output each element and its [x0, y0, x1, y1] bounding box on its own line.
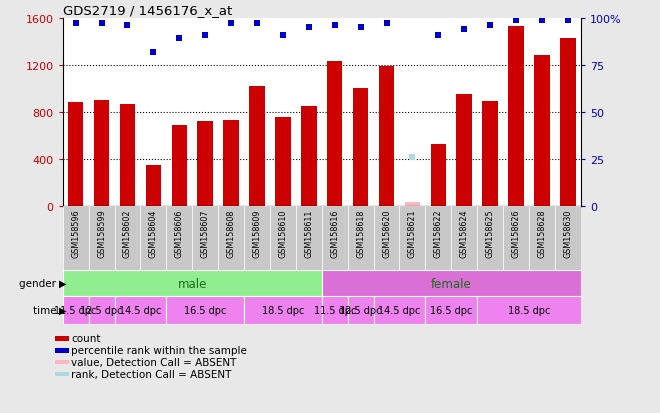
- Bar: [348, 296, 374, 324]
- Text: GSM158622: GSM158622: [434, 209, 443, 258]
- Bar: [172, 126, 187, 206]
- Text: GSM158620: GSM158620: [382, 209, 391, 257]
- Bar: [321, 296, 348, 324]
- Text: GSM158602: GSM158602: [123, 209, 132, 257]
- Bar: [270, 206, 296, 271]
- Text: GSM158606: GSM158606: [175, 209, 183, 257]
- Text: ▶: ▶: [59, 305, 67, 315]
- Bar: [244, 206, 270, 271]
- Text: GSM158596: GSM158596: [71, 209, 80, 258]
- Bar: [379, 67, 394, 206]
- Bar: [63, 296, 88, 324]
- Bar: [296, 206, 321, 271]
- Bar: [119, 104, 135, 206]
- Bar: [529, 206, 555, 271]
- Bar: [63, 206, 88, 271]
- Bar: [275, 117, 290, 206]
- Text: 18.5 dpc: 18.5 dpc: [508, 305, 550, 315]
- Bar: [94, 101, 110, 206]
- Text: GSM158611: GSM158611: [304, 209, 313, 257]
- Bar: [68, 103, 83, 206]
- Text: GSM158609: GSM158609: [253, 209, 261, 257]
- Bar: [374, 206, 399, 271]
- Text: 11.5 dpc: 11.5 dpc: [314, 305, 356, 315]
- Bar: [560, 38, 576, 206]
- Text: GSM158618: GSM158618: [356, 209, 365, 257]
- Bar: [503, 206, 529, 271]
- Text: GSM158604: GSM158604: [149, 209, 158, 257]
- Text: value, Detection Call = ABSENT: value, Detection Call = ABSENT: [71, 357, 237, 367]
- Bar: [399, 206, 425, 271]
- Text: GSM158621: GSM158621: [408, 209, 417, 257]
- Text: 16.5 dpc: 16.5 dpc: [430, 305, 473, 315]
- Bar: [141, 206, 166, 271]
- Text: 14.5 dpc: 14.5 dpc: [378, 305, 420, 315]
- Bar: [55, 360, 69, 365]
- Bar: [88, 206, 115, 271]
- Bar: [55, 337, 69, 341]
- Bar: [321, 206, 348, 271]
- Bar: [166, 206, 192, 271]
- Text: 12.5 dpc: 12.5 dpc: [81, 305, 123, 315]
- Text: GSM158608: GSM158608: [226, 209, 236, 257]
- Bar: [166, 296, 244, 324]
- Bar: [55, 349, 69, 353]
- Bar: [63, 271, 321, 296]
- Text: GSM158625: GSM158625: [486, 209, 494, 258]
- Bar: [425, 206, 451, 271]
- Bar: [451, 206, 477, 271]
- Bar: [555, 206, 581, 271]
- Text: GSM158610: GSM158610: [279, 209, 287, 257]
- Bar: [223, 121, 239, 206]
- Bar: [405, 203, 420, 206]
- Text: 12.5 dpc: 12.5 dpc: [339, 305, 382, 315]
- Text: GSM158626: GSM158626: [512, 209, 521, 257]
- Bar: [55, 372, 69, 376]
- Bar: [301, 107, 317, 206]
- Text: GSM158630: GSM158630: [564, 209, 572, 257]
- Bar: [353, 89, 368, 206]
- Bar: [146, 165, 161, 206]
- Text: GSM158616: GSM158616: [330, 209, 339, 257]
- Text: GSM158624: GSM158624: [460, 209, 469, 257]
- Text: GSM158599: GSM158599: [97, 209, 106, 258]
- Bar: [218, 206, 244, 271]
- Text: time: time: [32, 305, 59, 315]
- Bar: [327, 62, 343, 206]
- Bar: [425, 296, 477, 324]
- Bar: [534, 56, 550, 206]
- Text: rank, Detection Call = ABSENT: rank, Detection Call = ABSENT: [71, 369, 232, 379]
- Bar: [348, 206, 374, 271]
- Bar: [321, 271, 581, 296]
- Bar: [477, 206, 503, 271]
- Text: count: count: [71, 333, 101, 343]
- Text: gender: gender: [19, 278, 59, 288]
- Text: 11.5 dpc: 11.5 dpc: [55, 305, 97, 315]
- Bar: [244, 296, 322, 324]
- Bar: [482, 102, 498, 206]
- Text: percentile rank within the sample: percentile rank within the sample: [71, 345, 247, 355]
- Bar: [430, 144, 446, 206]
- Text: GSM158607: GSM158607: [201, 209, 210, 257]
- Text: 18.5 dpc: 18.5 dpc: [262, 305, 304, 315]
- Text: GSM158628: GSM158628: [537, 209, 546, 257]
- Bar: [457, 95, 472, 206]
- Bar: [197, 122, 213, 206]
- Text: GDS2719 / 1456176_x_at: GDS2719 / 1456176_x_at: [63, 5, 232, 17]
- Bar: [249, 87, 265, 206]
- Text: female: female: [431, 277, 472, 290]
- Bar: [115, 296, 166, 324]
- Bar: [192, 206, 218, 271]
- Bar: [115, 206, 141, 271]
- Text: 14.5 dpc: 14.5 dpc: [119, 305, 162, 315]
- Text: ▶: ▶: [59, 278, 67, 288]
- Bar: [374, 296, 425, 324]
- Bar: [88, 296, 115, 324]
- Bar: [508, 27, 524, 206]
- Bar: [477, 296, 581, 324]
- Text: 16.5 dpc: 16.5 dpc: [184, 305, 226, 315]
- Text: male: male: [178, 277, 207, 290]
